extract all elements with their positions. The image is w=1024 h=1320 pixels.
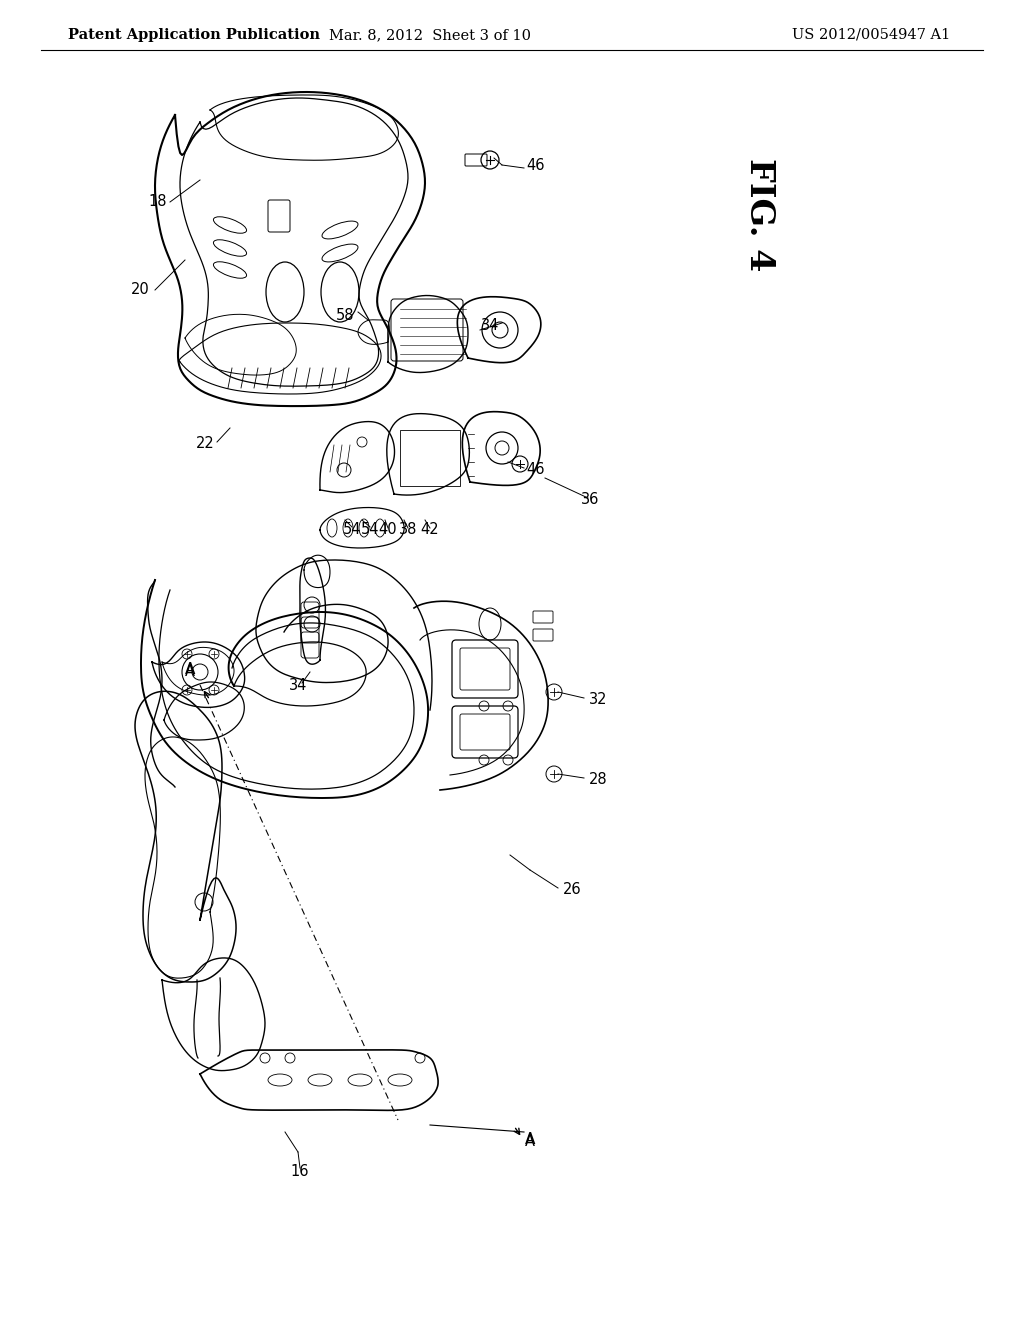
Text: A: A bbox=[525, 1133, 536, 1147]
Text: 40: 40 bbox=[379, 523, 397, 537]
Text: FIG. 4: FIG. 4 bbox=[743, 158, 776, 272]
Text: 26: 26 bbox=[562, 883, 582, 898]
Text: 38: 38 bbox=[398, 523, 417, 537]
Text: 54: 54 bbox=[360, 523, 379, 537]
Text: 28: 28 bbox=[589, 772, 607, 788]
Text: 36: 36 bbox=[581, 492, 599, 507]
Text: Patent Application Publication: Patent Application Publication bbox=[68, 28, 319, 42]
Text: 32: 32 bbox=[589, 693, 607, 708]
Bar bbox=[400, 430, 460, 486]
Text: US 2012/0054947 A1: US 2012/0054947 A1 bbox=[792, 28, 950, 42]
Text: 34: 34 bbox=[289, 677, 307, 693]
Text: A: A bbox=[184, 663, 196, 677]
Text: 46: 46 bbox=[526, 462, 545, 478]
Text: 42: 42 bbox=[421, 523, 439, 537]
Text: 34: 34 bbox=[481, 318, 499, 333]
Text: 46: 46 bbox=[526, 157, 545, 173]
Text: 18: 18 bbox=[148, 194, 167, 210]
Text: 20: 20 bbox=[131, 282, 150, 297]
Text: 22: 22 bbox=[196, 436, 214, 450]
Text: 58: 58 bbox=[336, 308, 354, 322]
Text: A: A bbox=[185, 664, 195, 680]
Text: Mar. 8, 2012  Sheet 3 of 10: Mar. 8, 2012 Sheet 3 of 10 bbox=[329, 28, 531, 42]
Text: A: A bbox=[525, 1134, 535, 1150]
Text: 54: 54 bbox=[343, 523, 361, 537]
Text: 16: 16 bbox=[291, 1164, 309, 1180]
